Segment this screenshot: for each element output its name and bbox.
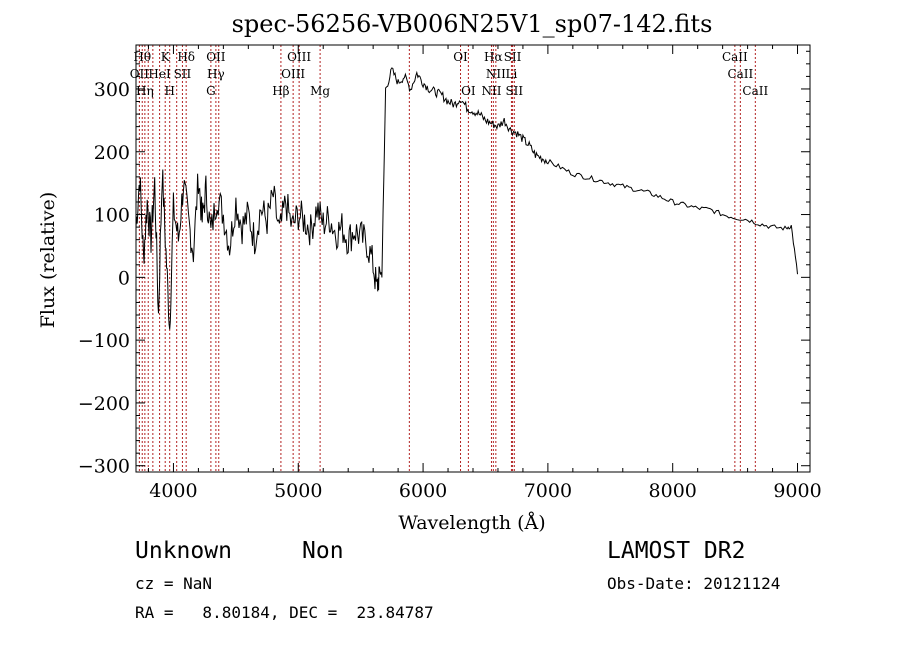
y-tick-label: 100 (94, 205, 130, 227)
line-label: OII (130, 67, 150, 81)
object-class: Unknown (135, 538, 232, 564)
obs-date-text: Obs-Date: 20121124 (607, 574, 781, 593)
x-tick-label: 9000 (773, 480, 821, 502)
line-label: NII (481, 84, 501, 98)
line-label: Hβ (272, 84, 289, 98)
x-tick-label: 4000 (149, 480, 197, 502)
line-label: OII (206, 50, 226, 64)
survey-name: LAMOST DR2 (607, 538, 746, 564)
line-label: CaII (727, 67, 753, 81)
y-tick-label: 300 (94, 79, 130, 101)
line-label: Hγ (207, 67, 225, 81)
line-label: G (206, 84, 216, 98)
x-axis-label: Wavelength (Å) (398, 512, 545, 534)
emission-line-markers (138, 45, 756, 472)
line-label: H (164, 84, 174, 98)
y-tick-label: −200 (78, 393, 130, 415)
line-label: SII (504, 50, 522, 64)
chart-title: spec-56256-VB006N25V1_sp07-142.fits (232, 10, 713, 38)
line-label: HeI (148, 67, 171, 81)
line-label: NII (486, 67, 506, 81)
y-axis-ticks: −300 −200 −100 0 100 200 300 (78, 50, 810, 478)
y-tick-label: 0 (118, 267, 130, 289)
spectrum-plot: spec-56256-VB006N25V1_sp07-142.fits Hθ K H… (37, 10, 822, 534)
object-subclass: Non (302, 538, 344, 564)
line-label: Hθ (133, 50, 151, 64)
flux-series (135, 67, 798, 330)
x-tick-label: 5000 (274, 480, 322, 502)
y-axis-label: Flux (relative) (37, 192, 59, 329)
line-label: CaII (722, 50, 748, 64)
line-label: SII (174, 67, 192, 81)
line-label: Mg (310, 84, 330, 98)
x-tick-label: 8000 (649, 480, 697, 502)
line-label: K (161, 50, 171, 64)
line-label: OI (461, 84, 476, 98)
line-label: Hδ (177, 50, 195, 64)
x-tick-label: 7000 (524, 480, 572, 502)
x-tick-label: 6000 (399, 480, 447, 502)
y-tick-label: 200 (94, 142, 130, 164)
line-label: OIII (281, 67, 305, 81)
coordinates-text: RA = 8.80184, DEC = 23.84787 (135, 603, 434, 622)
y-tick-label: −300 (78, 456, 130, 478)
line-label: Li (506, 67, 518, 81)
redshift-text: cz = NaN (135, 574, 213, 593)
x-axis-ticks: 4000 5000 6000 7000 8000 9000 (147, 45, 822, 502)
y-tick-label: −100 (78, 330, 130, 352)
line-label: CaII (742, 84, 768, 98)
line-label: Hη (136, 84, 154, 98)
spectrum-line (135, 67, 798, 330)
plot-frame (135, 44, 811, 473)
line-label: OI (453, 50, 468, 64)
line-label: OIII (287, 50, 311, 64)
line-label: Hα (484, 50, 503, 64)
line-label: SII (505, 84, 523, 98)
